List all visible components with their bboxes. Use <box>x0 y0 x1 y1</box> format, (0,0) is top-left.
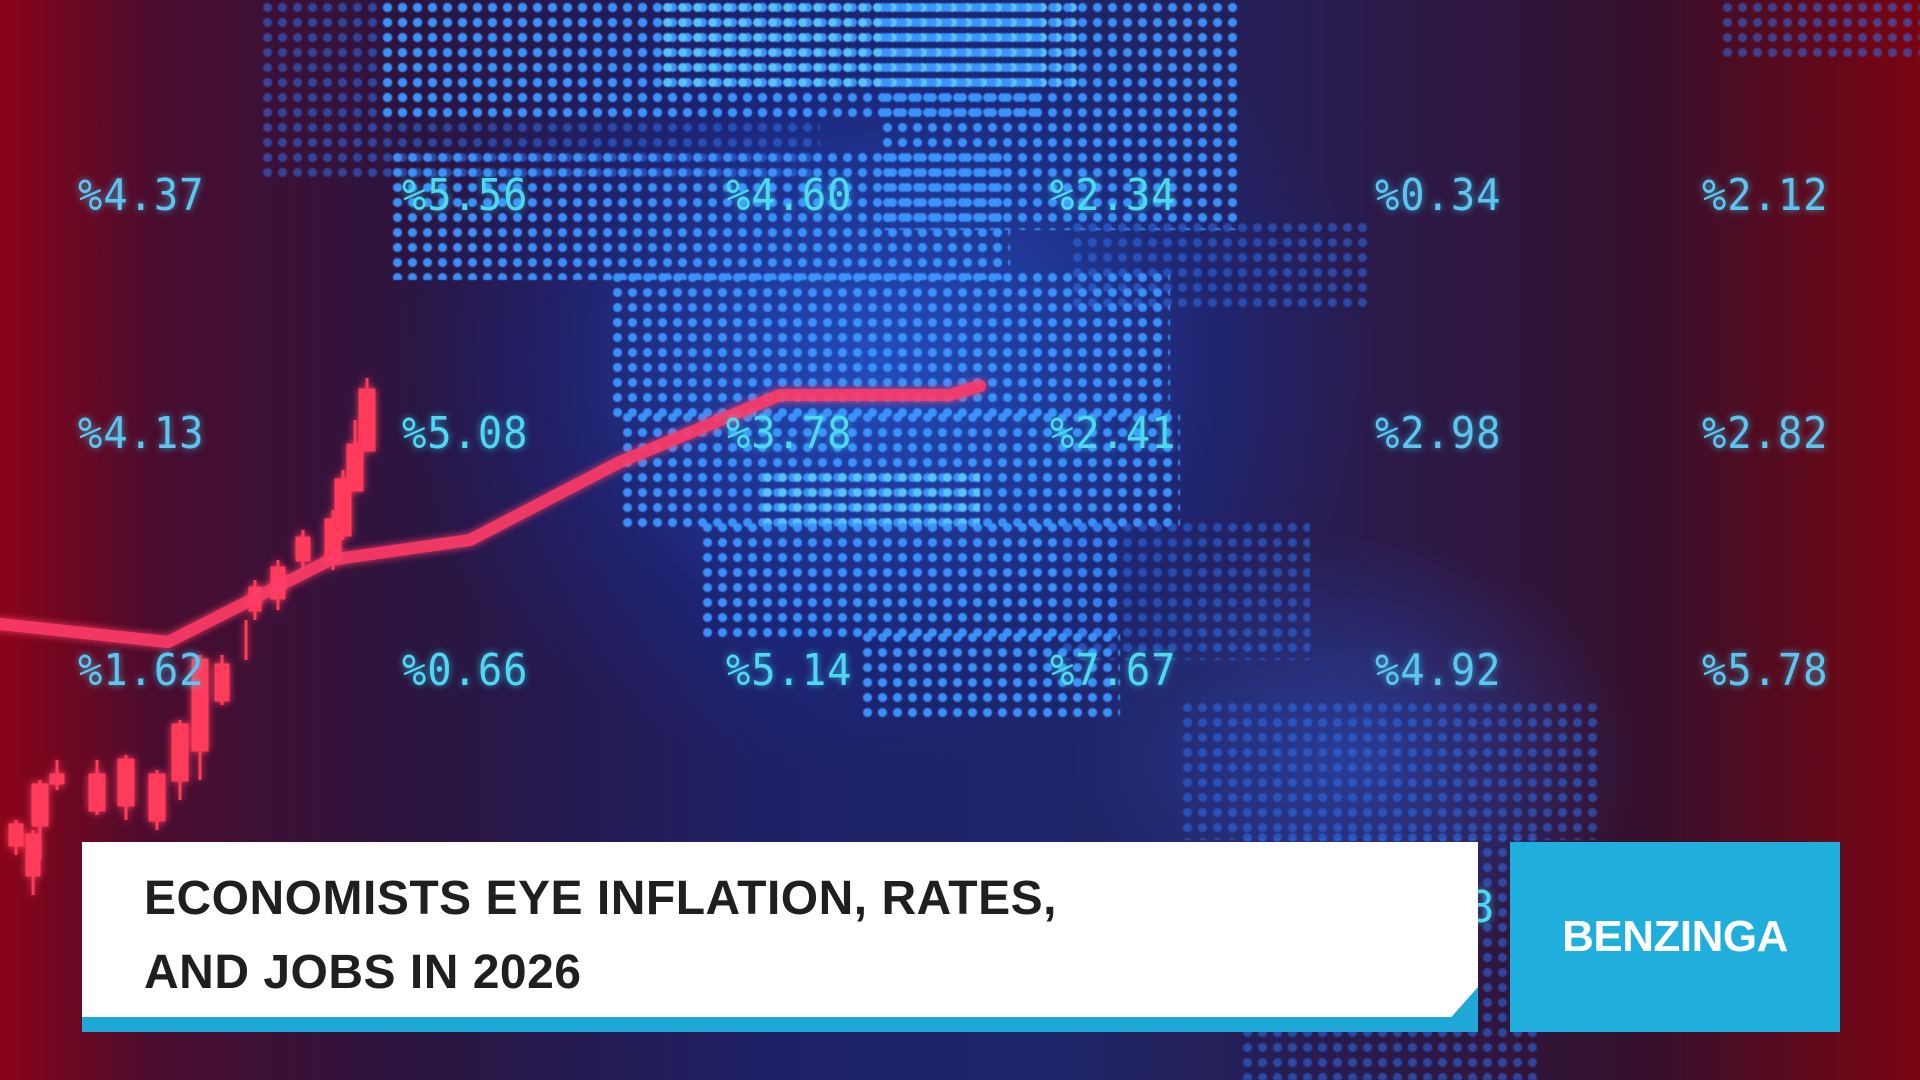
ticker-value: %4.60 <box>726 170 853 221</box>
ticker-value: %4.92 <box>1375 645 1502 696</box>
ticker-value: %2.12 <box>1702 170 1829 221</box>
ticker-value: %4.13 <box>78 408 205 459</box>
ticker-value: %2.34 <box>1050 170 1177 221</box>
ticker-value: %5.78 <box>1702 645 1829 696</box>
ticker-value: %2.82 <box>1702 408 1829 459</box>
headline: ECONOMISTS EYE INFLATION, RATES, AND JOB… <box>144 862 1057 1010</box>
brand-logo: BENZINGA <box>1510 842 1840 1032</box>
ticker-value: %5.14 <box>726 645 853 696</box>
headline-line-2: AND JOBS IN 2026 <box>144 946 582 999</box>
headline-line-1: ECONOMISTS EYE INFLATION, RATES, <box>144 872 1057 925</box>
ticker-value: %0.66 <box>402 645 529 696</box>
brand-logo-text: BENZINGA <box>1562 912 1788 961</box>
accent-stripe <box>82 1017 1478 1032</box>
trend-line <box>0 380 986 648</box>
ticker-value: %1.62 <box>78 645 205 696</box>
lower-third-banner: ECONOMISTS EYE INFLATION, RATES, AND JOB… <box>82 842 1478 1032</box>
ticker-value: %7.67 <box>1050 645 1177 696</box>
ticker-value: %5.56 <box>402 170 529 221</box>
ticker-value: %4.37 <box>78 170 205 221</box>
ticker-value: %2.41 <box>1050 408 1177 459</box>
ticker-value: %5.08 <box>402 408 529 459</box>
ticker-value: %2.98 <box>1375 408 1502 459</box>
ticker-value: %0.34 <box>1375 170 1502 221</box>
ticker-value: %3.78 <box>726 408 853 459</box>
headline-box <box>82 842 1478 1032</box>
